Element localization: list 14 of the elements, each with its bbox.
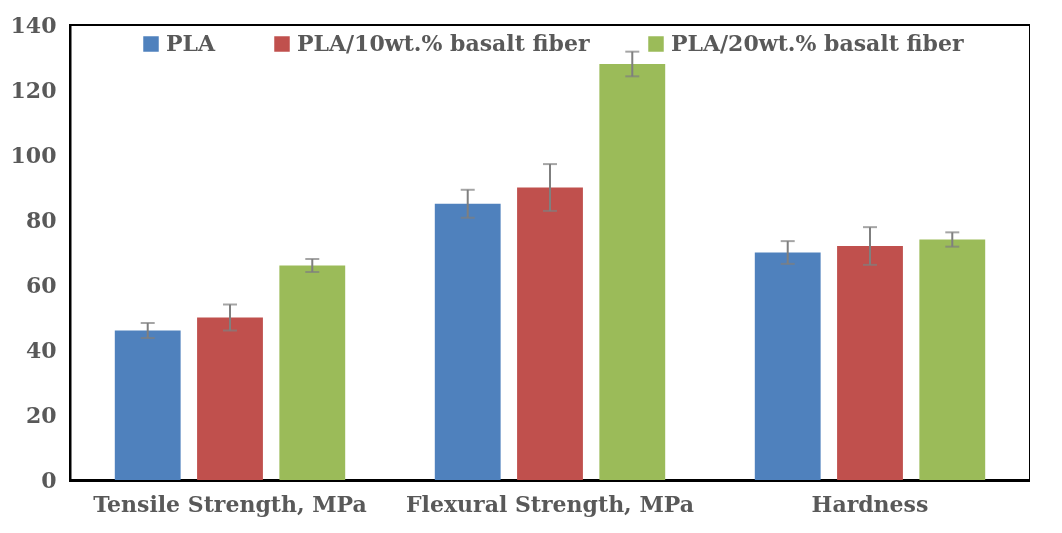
y-tick-label: 60 xyxy=(25,271,57,298)
y-tick-label: 100 xyxy=(10,141,57,168)
y-tick-label: 120 xyxy=(10,76,57,103)
y-tick-label: 80 xyxy=(25,206,57,233)
y-tick-label: 20 xyxy=(25,401,57,428)
x-tick-label: Hardness xyxy=(811,490,929,517)
y-tick-label: 0 xyxy=(41,466,57,493)
y-tick-label: 140 xyxy=(10,11,57,38)
legend-label: PLA xyxy=(166,30,217,56)
legend-label: PLA/20wt.% basalt fiber xyxy=(671,30,964,56)
y-tick-label: 40 xyxy=(25,336,57,363)
x-tick-label: Tensile Strength, MPa xyxy=(93,490,367,517)
x-tick-label: Flexural Strength, MPa xyxy=(406,490,694,517)
legend-label: PLA/10wt.% basalt fiber xyxy=(297,30,590,56)
